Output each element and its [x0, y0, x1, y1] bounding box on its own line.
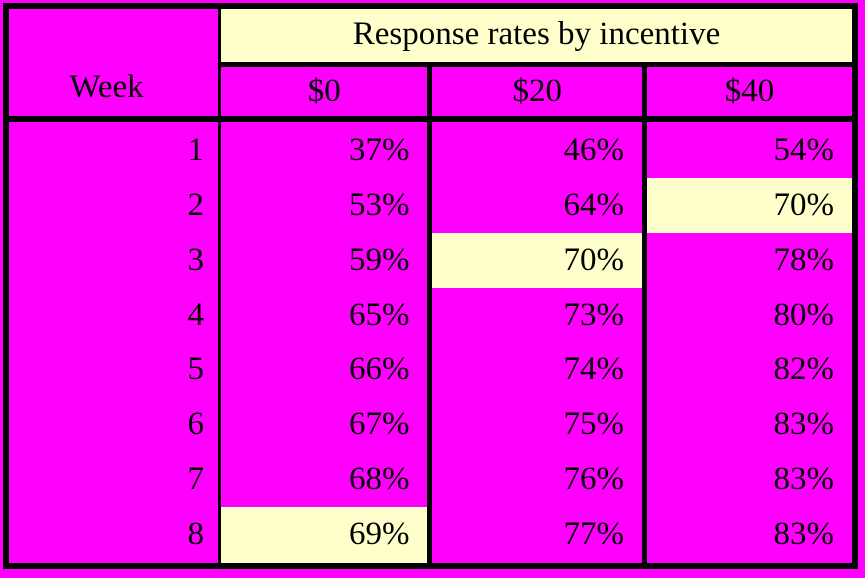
rate-cell: 82%: [641, 342, 855, 398]
rate-cell: 75%: [427, 397, 645, 452]
rate-cell: 53%: [217, 178, 430, 233]
week-label: 5: [187, 351, 205, 388]
rate-cell: 46%: [427, 119, 645, 179]
rate-cell: 67%: [217, 397, 430, 452]
table-row: 5 66% 74% 82%: [6, 342, 855, 398]
table-row: 2 53% 64% 70%: [6, 178, 855, 233]
week-column-header: Week: [6, 6, 220, 122]
response-rates-table: Week Response rates by incentive $0 $20 …: [3, 3, 858, 569]
rate-cell: 64%: [427, 178, 645, 233]
table-row: 4 65% 73% 80%: [6, 287, 855, 343]
week-label: 3: [187, 241, 205, 278]
table-row: 1 37% 46% 54%: [6, 119, 855, 179]
rate-cell: 66%: [217, 342, 430, 398]
rate-cell-highlighted: 70%: [427, 232, 645, 288]
table-row: 8 69% 77% 83%: [6, 506, 855, 566]
rate-cell: 37%: [217, 119, 430, 179]
table-title: Response rates by incentive: [218, 6, 855, 67]
rate-cell: 80%: [641, 287, 855, 343]
group-header-row: Week Response rates by incentive: [6, 6, 855, 122]
rate-cell: 73%: [427, 287, 645, 343]
rate-cell: 74%: [427, 342, 645, 398]
column-header-40: $40: [641, 64, 855, 122]
column-header-0: $0: [217, 64, 430, 122]
table-row: 6 67% 75% 83%: [6, 397, 855, 452]
column-header-20: $20: [427, 64, 645, 122]
rate-cell: 68%: [217, 451, 430, 507]
rate-cell-highlighted: 70%: [641, 178, 855, 233]
rate-cell: 78%: [641, 232, 855, 288]
week-label: 7: [187, 460, 205, 497]
rate-cell: 83%: [641, 451, 855, 507]
rate-cell: 77%: [427, 506, 645, 566]
rate-cell: 76%: [427, 451, 645, 507]
rate-cell: 59%: [217, 232, 430, 288]
table-row: 3 59% 70% 78%: [6, 232, 855, 288]
rate-cell: 54%: [641, 119, 855, 179]
week-label: 1: [187, 131, 205, 168]
rate-cell: 83%: [641, 506, 855, 566]
week-label: 8: [187, 516, 205, 553]
rate-cell-highlighted: 69%: [217, 506, 430, 566]
rate-cell: 65%: [217, 287, 430, 343]
week-label: 6: [187, 406, 205, 443]
week-label: 2: [187, 187, 205, 224]
column-headers-row: $0 $20 $40: [6, 64, 855, 122]
table-row: 7 68% 76% 83%: [6, 451, 855, 507]
rate-cell: 83%: [641, 397, 855, 452]
week-label: 4: [187, 296, 205, 333]
